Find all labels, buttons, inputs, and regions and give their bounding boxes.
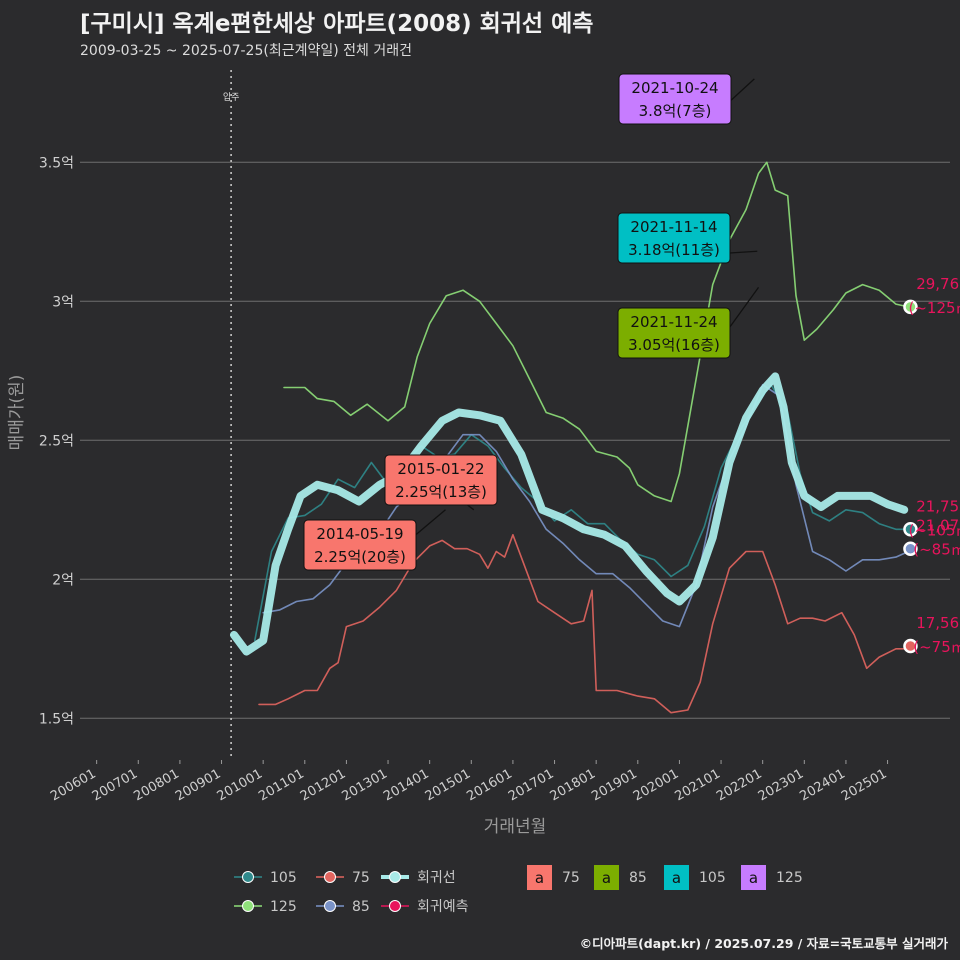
forecast-point: [903, 541, 918, 556]
forecast-point: [903, 638, 918, 654]
x-tick-label: 201401: [381, 766, 431, 804]
chart-title: [구미시] 옥계e편한세상 아파트(2008) 회귀선 예측: [80, 11, 594, 37]
x-tick-label: 202201: [714, 766, 764, 804]
series-line-s105: [254, 383, 910, 642]
legend-box-glyph: a: [535, 869, 544, 887]
x-tick-label: 202101: [673, 766, 723, 804]
x-tick-label: 200701: [90, 766, 140, 804]
legend-box-105: [664, 865, 689, 890]
legend-box-75: [527, 865, 552, 890]
callout-price: 2.25억(13층): [395, 483, 487, 501]
y-axis-title: 매매가(원): [7, 375, 27, 451]
callout-date: 2021-10-24: [631, 79, 718, 97]
x-tick-label: 200601: [48, 766, 98, 804]
x-tick-label: 202501: [839, 766, 889, 804]
legend-label: 회귀예측: [417, 899, 469, 915]
y-tick-label: 1.5억: [39, 711, 74, 727]
callout-date: 2015-01-22: [397, 460, 484, 478]
x-tick-label: 201101: [256, 766, 306, 804]
x-tick-label: 201501: [423, 766, 473, 804]
callout-date: 2021-11-24: [630, 313, 717, 331]
legend-label: 105: [270, 870, 297, 886]
y-tick-label: 2.5억: [39, 433, 74, 449]
y-tick-label: 2억: [52, 572, 74, 588]
y-tick-label: 3억: [52, 294, 74, 310]
callout-box: [617, 307, 731, 359]
forecast-area-label: (~105㎡): [909, 521, 960, 539]
x-tick-label: 201001: [215, 766, 265, 804]
legend-label: 85: [629, 870, 647, 886]
legend-box-125: [741, 865, 766, 890]
legend-box-glyph: a: [749, 869, 758, 887]
move-in-label: 입주: [223, 91, 240, 103]
forecast-value-label: 21,750: [916, 497, 960, 515]
x-tick-label: 202301: [756, 766, 806, 804]
source-caption: ©디아파트(dapt.kr) / 2025.07.29 / 자료=국토교통부 실…: [579, 936, 948, 951]
legend-box-85: [594, 865, 619, 890]
series-line-regression: [230, 372, 909, 656]
x-tick-label: 201901: [589, 766, 639, 804]
callout-box: [384, 454, 498, 506]
legend-dot-s75: [324, 871, 336, 883]
callout-box: [303, 519, 417, 571]
x-tick-label: 201201: [298, 766, 348, 804]
x-tick-label: 200901: [173, 766, 223, 804]
callout-date: 2014-05-19: [316, 525, 403, 543]
x-tick-label: 201601: [464, 766, 514, 804]
legend-box-glyph: a: [672, 869, 681, 887]
series-line-s85: [262, 383, 910, 628]
legend-dot-forecast: [389, 900, 401, 912]
forecast-point: [903, 522, 918, 537]
y-tick-label: 3.5억: [39, 155, 74, 171]
legend-label: 85: [352, 899, 370, 915]
callout-price: 2.25억(20층): [314, 548, 406, 566]
forecast-value-label: 17,567: [916, 614, 960, 632]
callout-box: [618, 73, 732, 125]
callout-box: [617, 212, 731, 264]
callout-price: 3.18억(11층): [628, 241, 720, 259]
callout-date: 2021-11-14: [630, 218, 717, 236]
forecast-point: [903, 299, 918, 315]
legend-label: 125: [776, 870, 803, 886]
x-tick-label: 200801: [131, 766, 181, 804]
x-axis-title: 거래년월: [484, 817, 547, 837]
legend-label: 75: [352, 870, 370, 886]
legend-label: 125: [270, 899, 297, 915]
legend-dot-s85: [324, 900, 336, 912]
legend-box-glyph: a: [602, 869, 611, 887]
legend-label: 회귀선: [417, 870, 456, 886]
callout-price: 3.05억(16층): [628, 336, 720, 354]
callout-price: 3.8억(7층): [639, 102, 712, 120]
legend-dot-regression: [389, 871, 401, 883]
x-tick-label: 201301: [340, 766, 390, 804]
legend-dot-s105: [242, 871, 254, 883]
series-line-s125: [283, 161, 910, 503]
x-tick-label: 201801: [548, 766, 598, 804]
forecast-value-label: 29,769: [916, 275, 960, 293]
x-tick-label: 201701: [506, 766, 556, 804]
series-line-s75: [258, 534, 910, 714]
forecast-area-label: (~85㎡): [913, 541, 960, 559]
x-tick-label: 202001: [631, 766, 681, 804]
legend-label: 75: [562, 870, 580, 886]
forecast-area-label: (~125㎡): [909, 299, 960, 317]
chart-subtitle: 2009-03-25 ~ 2025-07-25(최근계약일) 전체 거래건: [80, 43, 412, 59]
forecast-value-label: 21,070: [916, 517, 960, 535]
x-tick-label: 202401: [797, 766, 847, 804]
forecast-area-label: (~75㎡): [913, 638, 960, 656]
legend-label: 105: [699, 870, 726, 886]
legend-dot-s125: [242, 900, 254, 912]
